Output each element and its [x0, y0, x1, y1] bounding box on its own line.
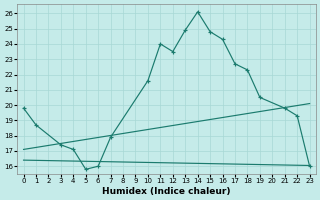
X-axis label: Humidex (Indice chaleur): Humidex (Indice chaleur) [102, 187, 231, 196]
